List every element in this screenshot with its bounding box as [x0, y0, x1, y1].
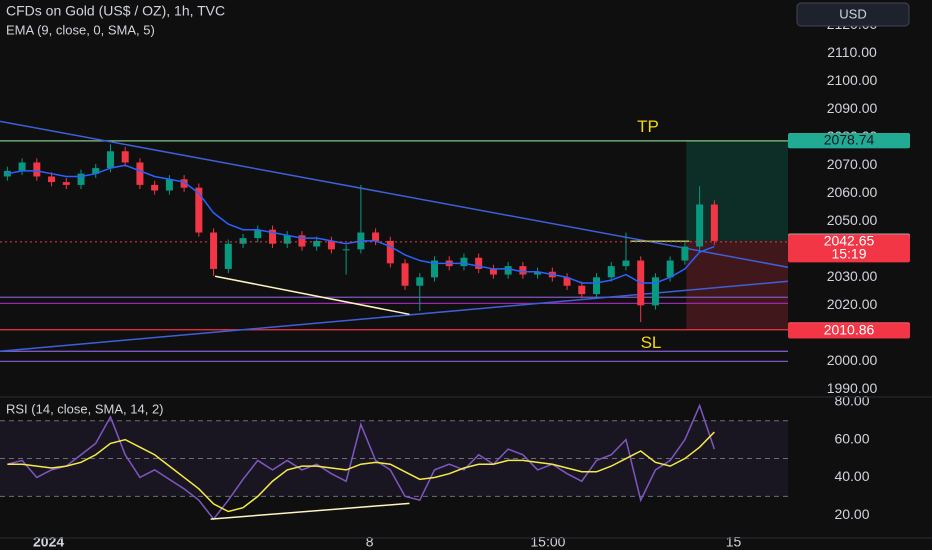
- candle-body: [121, 151, 129, 163]
- position-profit: [686, 140, 788, 242]
- candle-body: [283, 235, 291, 244]
- candle-body: [578, 285, 586, 295]
- candle-body: [180, 179, 188, 188]
- y-tick-label: 2020.00: [827, 296, 878, 312]
- candle-body: [563, 277, 571, 286]
- currency-button[interactable]: [796, 2, 910, 27]
- candle-body: [254, 229, 262, 239]
- price-tag: [788, 323, 910, 339]
- candle-body: [372, 232, 380, 241]
- candle-body: [504, 266, 512, 275]
- rsi-series: [7, 431, 715, 513]
- candle-body: [195, 187, 203, 233]
- y-tick-label: 2060.00: [827, 184, 878, 200]
- indicator-label: EMA (9, close, 0, SMA, 5): [6, 22, 155, 37]
- currency-label[interactable]: USD: [839, 6, 866, 21]
- candle-body: [607, 266, 615, 278]
- candle-body: [92, 168, 100, 174]
- y-tick-label: 80.00: [834, 392, 869, 408]
- x-tick-label: 8: [366, 534, 374, 550]
- price-countdown: 15:19: [831, 246, 866, 262]
- candle-body: [651, 277, 659, 306]
- y-tick-label: 40.00: [834, 468, 869, 484]
- candle-body: [386, 240, 394, 264]
- rsi-band: [0, 420, 788, 497]
- ema-line: [7, 164, 715, 284]
- x-tick-label: 15:00: [530, 534, 565, 550]
- candle-body: [239, 238, 247, 244]
- candle-body: [710, 204, 718, 241]
- price-tag-label: 2010.86: [824, 322, 875, 338]
- rsi-series: [7, 403, 716, 521]
- candle-body: [327, 240, 335, 250]
- price-tag: [788, 234, 910, 263]
- candle-body: [298, 235, 306, 247]
- candle-body: [416, 277, 424, 286]
- y-tick-label: 2090.00: [827, 100, 878, 116]
- candle-body: [401, 263, 409, 286]
- candle-body: [77, 173, 85, 185]
- candle-body: [489, 268, 497, 275]
- candle-body: [681, 246, 689, 261]
- y-tick-label: 1990.00: [827, 380, 878, 396]
- candle-body: [136, 162, 144, 185]
- candle-body: [460, 257, 468, 267]
- y-tick-label: 60.00: [834, 430, 869, 446]
- candle-body: [224, 243, 232, 269]
- candle-body: [593, 277, 601, 295]
- y-tick-label: 2070.00: [827, 156, 878, 172]
- y-tick-label: 2110.00: [827, 44, 877, 60]
- candle-body: [268, 229, 276, 244]
- candle-body: [165, 179, 173, 191]
- y-tick-label: 2000.00: [827, 352, 878, 368]
- candle-body: [622, 260, 630, 267]
- candle-body: [210, 232, 218, 269]
- candle-body: [313, 240, 321, 247]
- y-tick-label: 2050.00: [827, 212, 878, 228]
- candle-body: [106, 151, 114, 169]
- candle-body: [696, 204, 704, 247]
- x-tick-label: 2024: [33, 534, 64, 550]
- candle-body: [534, 271, 542, 275]
- x-tick-label: 15: [726, 534, 742, 550]
- candle-body: [431, 260, 439, 278]
- y-tick-label: 2100.00: [827, 72, 878, 88]
- price-tag: [788, 133, 910, 149]
- candle-body: [475, 257, 483, 269]
- price-tag-label: 2078.74: [824, 132, 875, 148]
- y-tick-label: 2030.00: [827, 268, 878, 284]
- tp-label: TP: [637, 117, 659, 136]
- y-tick-label: 20.00: [834, 506, 869, 522]
- candle-body: [151, 184, 159, 191]
- candle-body: [519, 266, 527, 275]
- candle-body: [666, 260, 674, 278]
- price-tag-label: 2042.65: [824, 233, 875, 249]
- rsi-divergence: [210, 502, 410, 520]
- candle-body: [18, 162, 26, 171]
- trendline: [0, 120, 789, 268]
- candle-body: [48, 176, 56, 183]
- candle-body: [342, 249, 350, 251]
- candle-body: [62, 182, 70, 185]
- rsi-title: RSI (14, close, SMA, 14, 2): [6, 401, 164, 416]
- candle-body: [33, 162, 41, 177]
- sl-label: SL: [641, 333, 662, 352]
- trendline: [214, 275, 410, 316]
- chart-title: CFDs on Gold (US$ / OZ), 1h, TVC: [6, 3, 225, 19]
